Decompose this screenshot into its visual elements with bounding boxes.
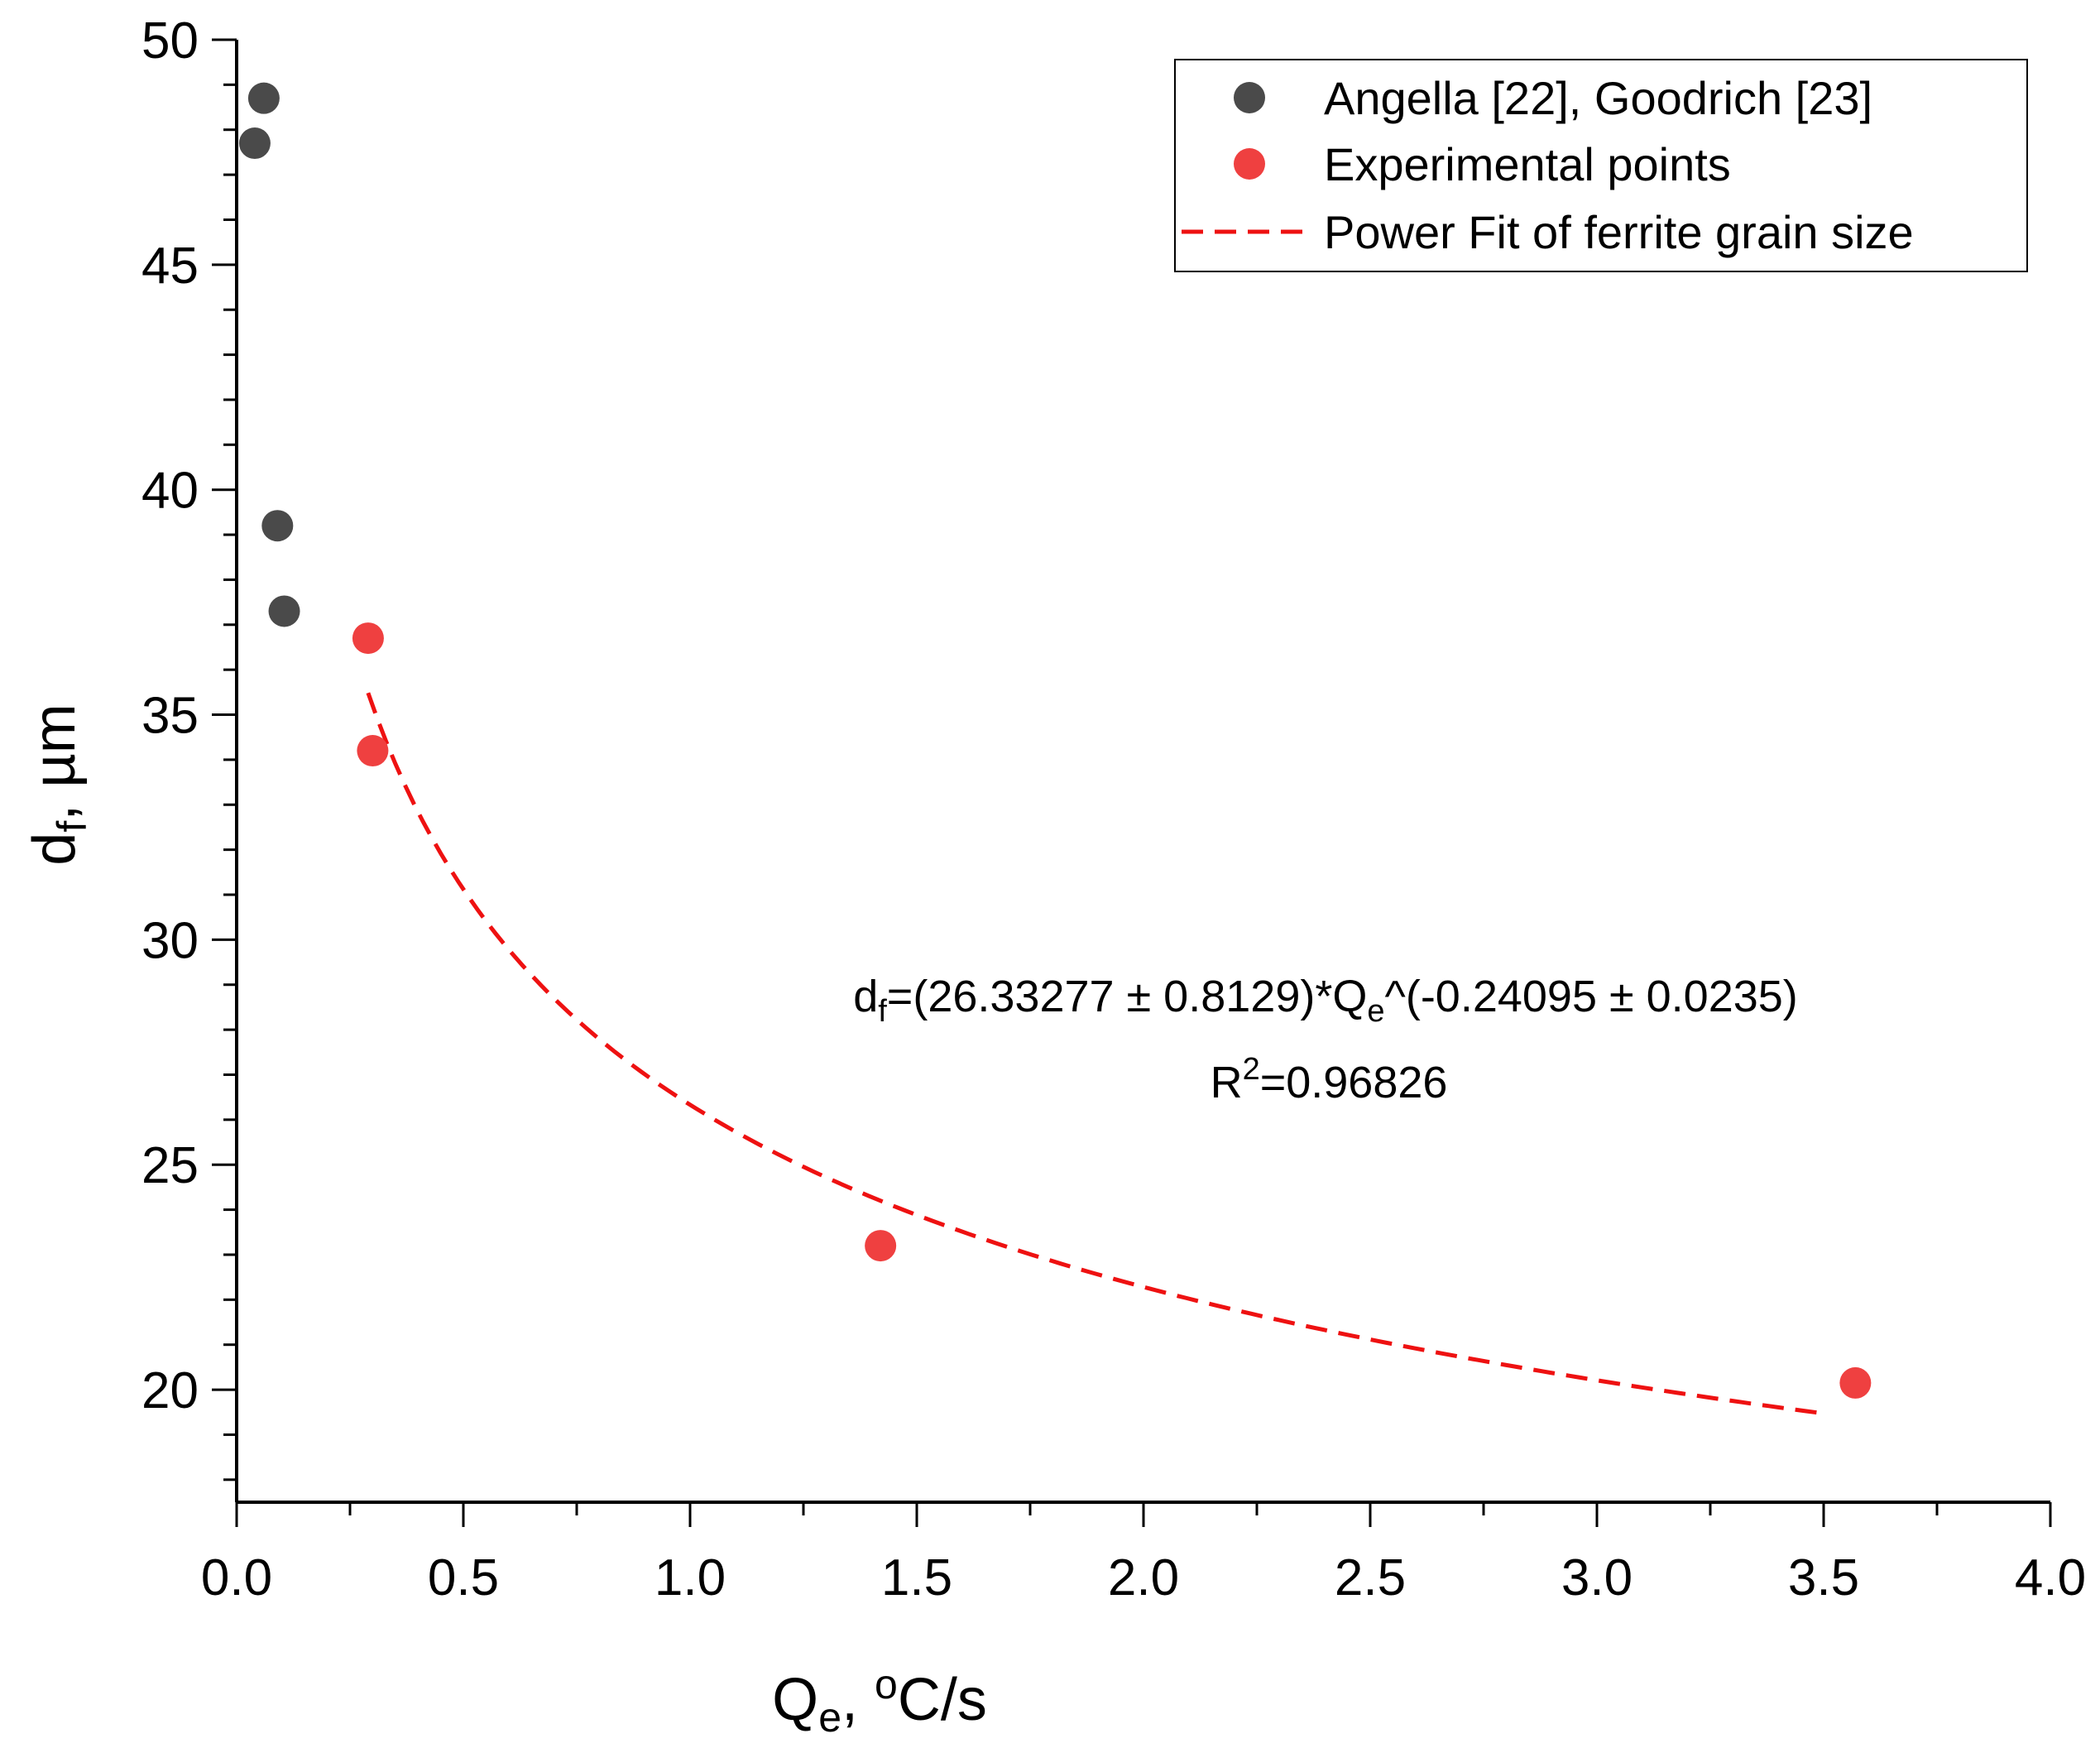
y-tick-label: 30 [141,912,199,969]
legend-label-experimental: Experimental points [1324,138,1731,190]
x-tick-label: 4.0 [2015,1549,2086,1606]
y-axis-title: df, µm [22,704,95,865]
fit-r-squared: R2=0.96826 [1211,1052,1448,1107]
legend-label-angella-goodrich: Angella [22], Goodrich [23] [1324,72,1872,124]
data-point-literature [238,127,271,160]
data-point-experimental [357,735,389,767]
points-layer [238,82,1872,1399]
fit-equation: df=(26.33277 ± 0.8129)*Qe^(-0.24095 ± 0.… [853,972,1798,1029]
fit-layer [366,692,1824,1416]
data-point-experimental [865,1230,897,1262]
x-axis-ticks: 0.0 0.5 1.0 1.5 2.0 2.5 3.0 3.5 4.0 [201,1502,2086,1606]
legend-marker-angella-goodrich [1234,82,1265,113]
y-tick-label: 45 [141,238,199,295]
x-tick-label: 1.0 [654,1549,726,1606]
y-tick-label: 20 [141,1362,199,1419]
data-point-experimental [1839,1366,1872,1399]
x-tick-label: 3.0 [1561,1549,1633,1606]
y-tick-label: 25 [141,1137,199,1194]
y-tick-label: 35 [141,688,199,745]
data-point-experimental [352,622,384,655]
y-axis-ticks: 20 25 30 35 40 45 50 [141,12,237,1481]
legend-marker-experimental [1234,148,1265,180]
x-axis-title: Qe, oC/s [772,1661,987,1741]
x-tick-label: 3.5 [1788,1549,1859,1606]
legend: Angella [22], Goodrich [23] Experimental… [1174,59,2028,272]
y-tick-label: 50 [141,12,199,70]
x-tick-label: 0.0 [201,1549,272,1606]
x-tick-label: 2.5 [1335,1549,1406,1606]
x-tick-label: 1.5 [881,1549,952,1606]
data-point-literature [247,82,280,114]
legend-label-power-fit: Power Fit of ferrite grain size [1324,206,1914,258]
y-tick-label: 40 [141,463,199,520]
data-point-literature [261,510,294,542]
x-tick-label: 2.0 [1108,1549,1179,1606]
data-point-literature [268,595,300,627]
power-fit-line [366,692,1824,1416]
x-tick-label: 0.5 [428,1549,499,1606]
legend-box [1174,59,2028,272]
